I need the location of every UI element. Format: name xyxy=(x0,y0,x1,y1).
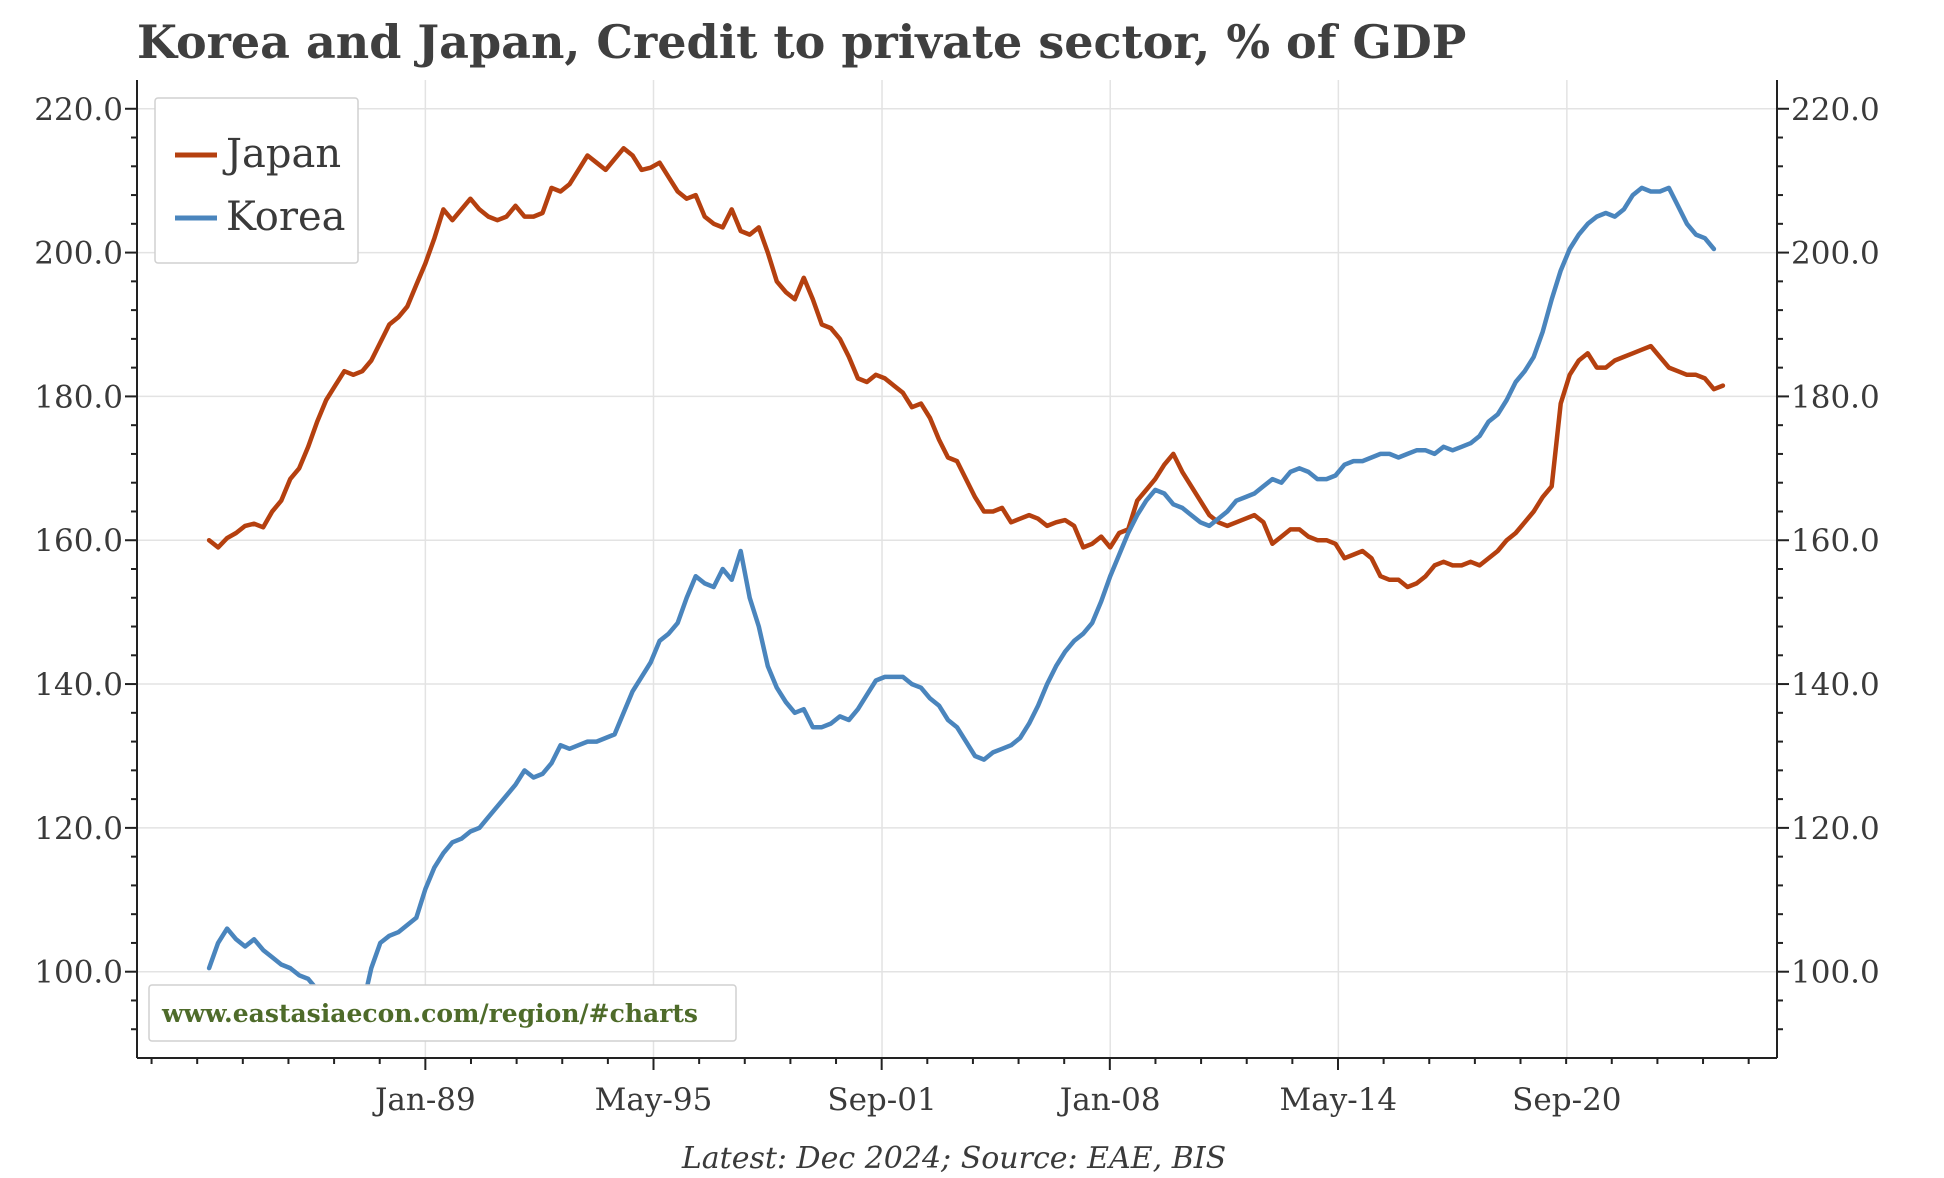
watermark-text: www.eastasiaecon.com/region/#charts xyxy=(161,999,698,1028)
x-tick-label: Jan-08 xyxy=(1057,1082,1161,1118)
y-tick-label-right: 200.0 xyxy=(1791,236,1880,272)
chart-title: Korea and Japan, Credit to private secto… xyxy=(137,15,1466,69)
y-tick-label-right: 180.0 xyxy=(1791,379,1880,415)
watermark: www.eastasiaecon.com/region/#charts xyxy=(148,984,737,1042)
grid-layer xyxy=(137,80,1777,1058)
y-tick-label-left: 180.0 xyxy=(34,379,123,415)
y-tick-label-right: 140.0 xyxy=(1791,667,1880,703)
y-tick-label-left: 160.0 xyxy=(34,523,123,559)
legend-label-korea: Korea xyxy=(226,194,346,240)
legend-box xyxy=(154,97,359,264)
x-tick-label: Sep-20 xyxy=(1512,1082,1621,1118)
x-tick-label: Sep-01 xyxy=(827,1082,936,1118)
x-tick-label: May-95 xyxy=(595,1082,713,1118)
y-tick-label-left: 200.0 xyxy=(34,236,123,272)
y-tick-label-left: 220.0 xyxy=(34,92,123,128)
source-footer: Latest: Dec 2024; Source: EAE, BIS xyxy=(681,1141,1226,1176)
y-tick-label-right: 160.0 xyxy=(1791,523,1880,559)
y-tick-label-right: 220.0 xyxy=(1791,92,1880,128)
series-line-japan xyxy=(206,146,1726,590)
y-tick-label-right: 120.0 xyxy=(1791,811,1880,847)
axes-layer: 100.0 100.0 120.0 120.0 140.0 140.0 160.0 160.0… xyxy=(34,80,1880,1118)
x-tick-label: May-14 xyxy=(1280,1082,1398,1118)
watermark-box xyxy=(148,984,737,1042)
legend-label-japan: Japan xyxy=(222,131,341,177)
y-tick-label-left: 100.0 xyxy=(34,955,123,991)
y-tick-label-right: 100.0 xyxy=(1791,955,1880,991)
legend: Japan Korea xyxy=(154,97,359,264)
series-line-korea xyxy=(206,185,1717,1021)
y-tick-label-left: 140.0 xyxy=(34,667,123,703)
series-layer xyxy=(206,146,1726,1021)
x-tick-label: Jan-89 xyxy=(372,1082,476,1118)
y-tick-label-left: 120.0 xyxy=(34,811,123,847)
